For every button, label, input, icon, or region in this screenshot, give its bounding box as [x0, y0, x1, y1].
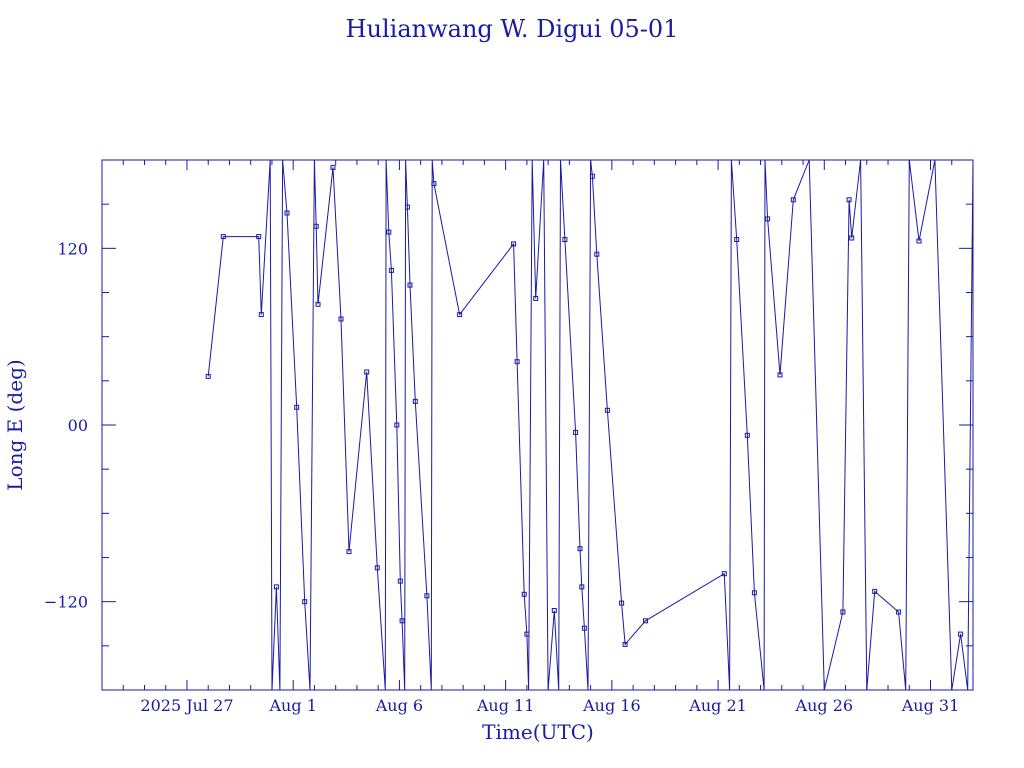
data-point	[388, 267, 394, 273]
data-point	[424, 593, 430, 599]
data-point	[765, 216, 771, 222]
data-point	[514, 359, 520, 365]
data-point	[524, 631, 530, 637]
data-point	[220, 234, 226, 240]
series-layer	[205, 160, 1009, 690]
data-point	[573, 429, 579, 435]
data-point	[581, 625, 587, 631]
data-point	[604, 407, 610, 413]
data-point	[958, 631, 964, 637]
data-point	[751, 590, 757, 596]
y-tick-label: −120	[44, 593, 88, 612]
plot-frame	[101, 159, 974, 691]
x-tick-label: Aug 16	[582, 696, 641, 715]
data-point	[397, 578, 403, 584]
data-point	[374, 565, 380, 571]
data-point	[721, 571, 727, 577]
data-point	[412, 398, 418, 404]
x-tick-label: 2025 Jul 27	[140, 696, 233, 715]
data-point	[983, 240, 987, 244]
x-tick-label: Aug 21	[688, 696, 747, 715]
data-point	[521, 591, 527, 597]
data-point	[404, 204, 410, 210]
data-point	[394, 422, 400, 428]
y-tick-label: 120	[57, 239, 88, 258]
series-line	[207, 160, 973, 690]
data-point	[562, 237, 568, 242]
data-point	[643, 618, 648, 624]
data-point	[315, 301, 321, 307]
x-tick-label: Aug 11	[476, 696, 535, 715]
data-point	[579, 584, 585, 590]
data-point	[511, 241, 517, 247]
data-point	[734, 237, 740, 242]
data-point	[205, 373, 211, 379]
data-point	[790, 197, 796, 203]
data-point	[777, 372, 783, 378]
x-tick-label: Aug 6	[375, 696, 423, 715]
data-point	[338, 316, 344, 322]
data-point	[622, 641, 628, 647]
data-point	[619, 600, 625, 606]
y-axis-label: Long E (deg)	[3, 359, 27, 490]
data-point	[744, 432, 750, 438]
data-point	[364, 369, 370, 375]
data-point	[302, 599, 308, 605]
chart-title: Hulianwang W. Digui 05-01	[346, 15, 679, 43]
data-point	[896, 609, 902, 615]
data-point	[407, 282, 413, 288]
x-tick-label: Aug 26	[795, 696, 854, 715]
data-point	[846, 197, 852, 203]
data-point	[313, 223, 319, 229]
x-axis-label: Time(UTC)	[482, 720, 594, 744]
data-point	[330, 164, 336, 170]
data-point	[551, 608, 557, 613]
data-point	[273, 584, 279, 590]
x-tick-label: Aug 31	[901, 696, 960, 715]
data-point	[849, 235, 855, 241]
data-point	[258, 312, 264, 318]
data-point	[589, 173, 595, 179]
data-point	[840, 609, 846, 615]
data-point	[1005, 263, 1009, 267]
data-point	[431, 181, 437, 187]
data-point	[346, 549, 352, 555]
data-point	[916, 238, 922, 244]
data-point	[533, 295, 539, 301]
x-tick-label: Aug 1	[269, 696, 317, 715]
data-point	[399, 618, 405, 624]
ticks-layer: 2025 Jul 27 Aug 1 Aug 6 Aug 11 Aug 16 Aug 21 A…	[44, 159, 974, 715]
data-point	[256, 234, 262, 240]
data-point	[284, 210, 290, 216]
data-point	[872, 588, 878, 594]
data-point	[457, 312, 463, 318]
data-point	[294, 404, 300, 410]
y-tick-label: 00	[68, 416, 88, 435]
data-point	[386, 229, 392, 235]
data-point	[594, 251, 600, 257]
data-point	[577, 546, 583, 552]
